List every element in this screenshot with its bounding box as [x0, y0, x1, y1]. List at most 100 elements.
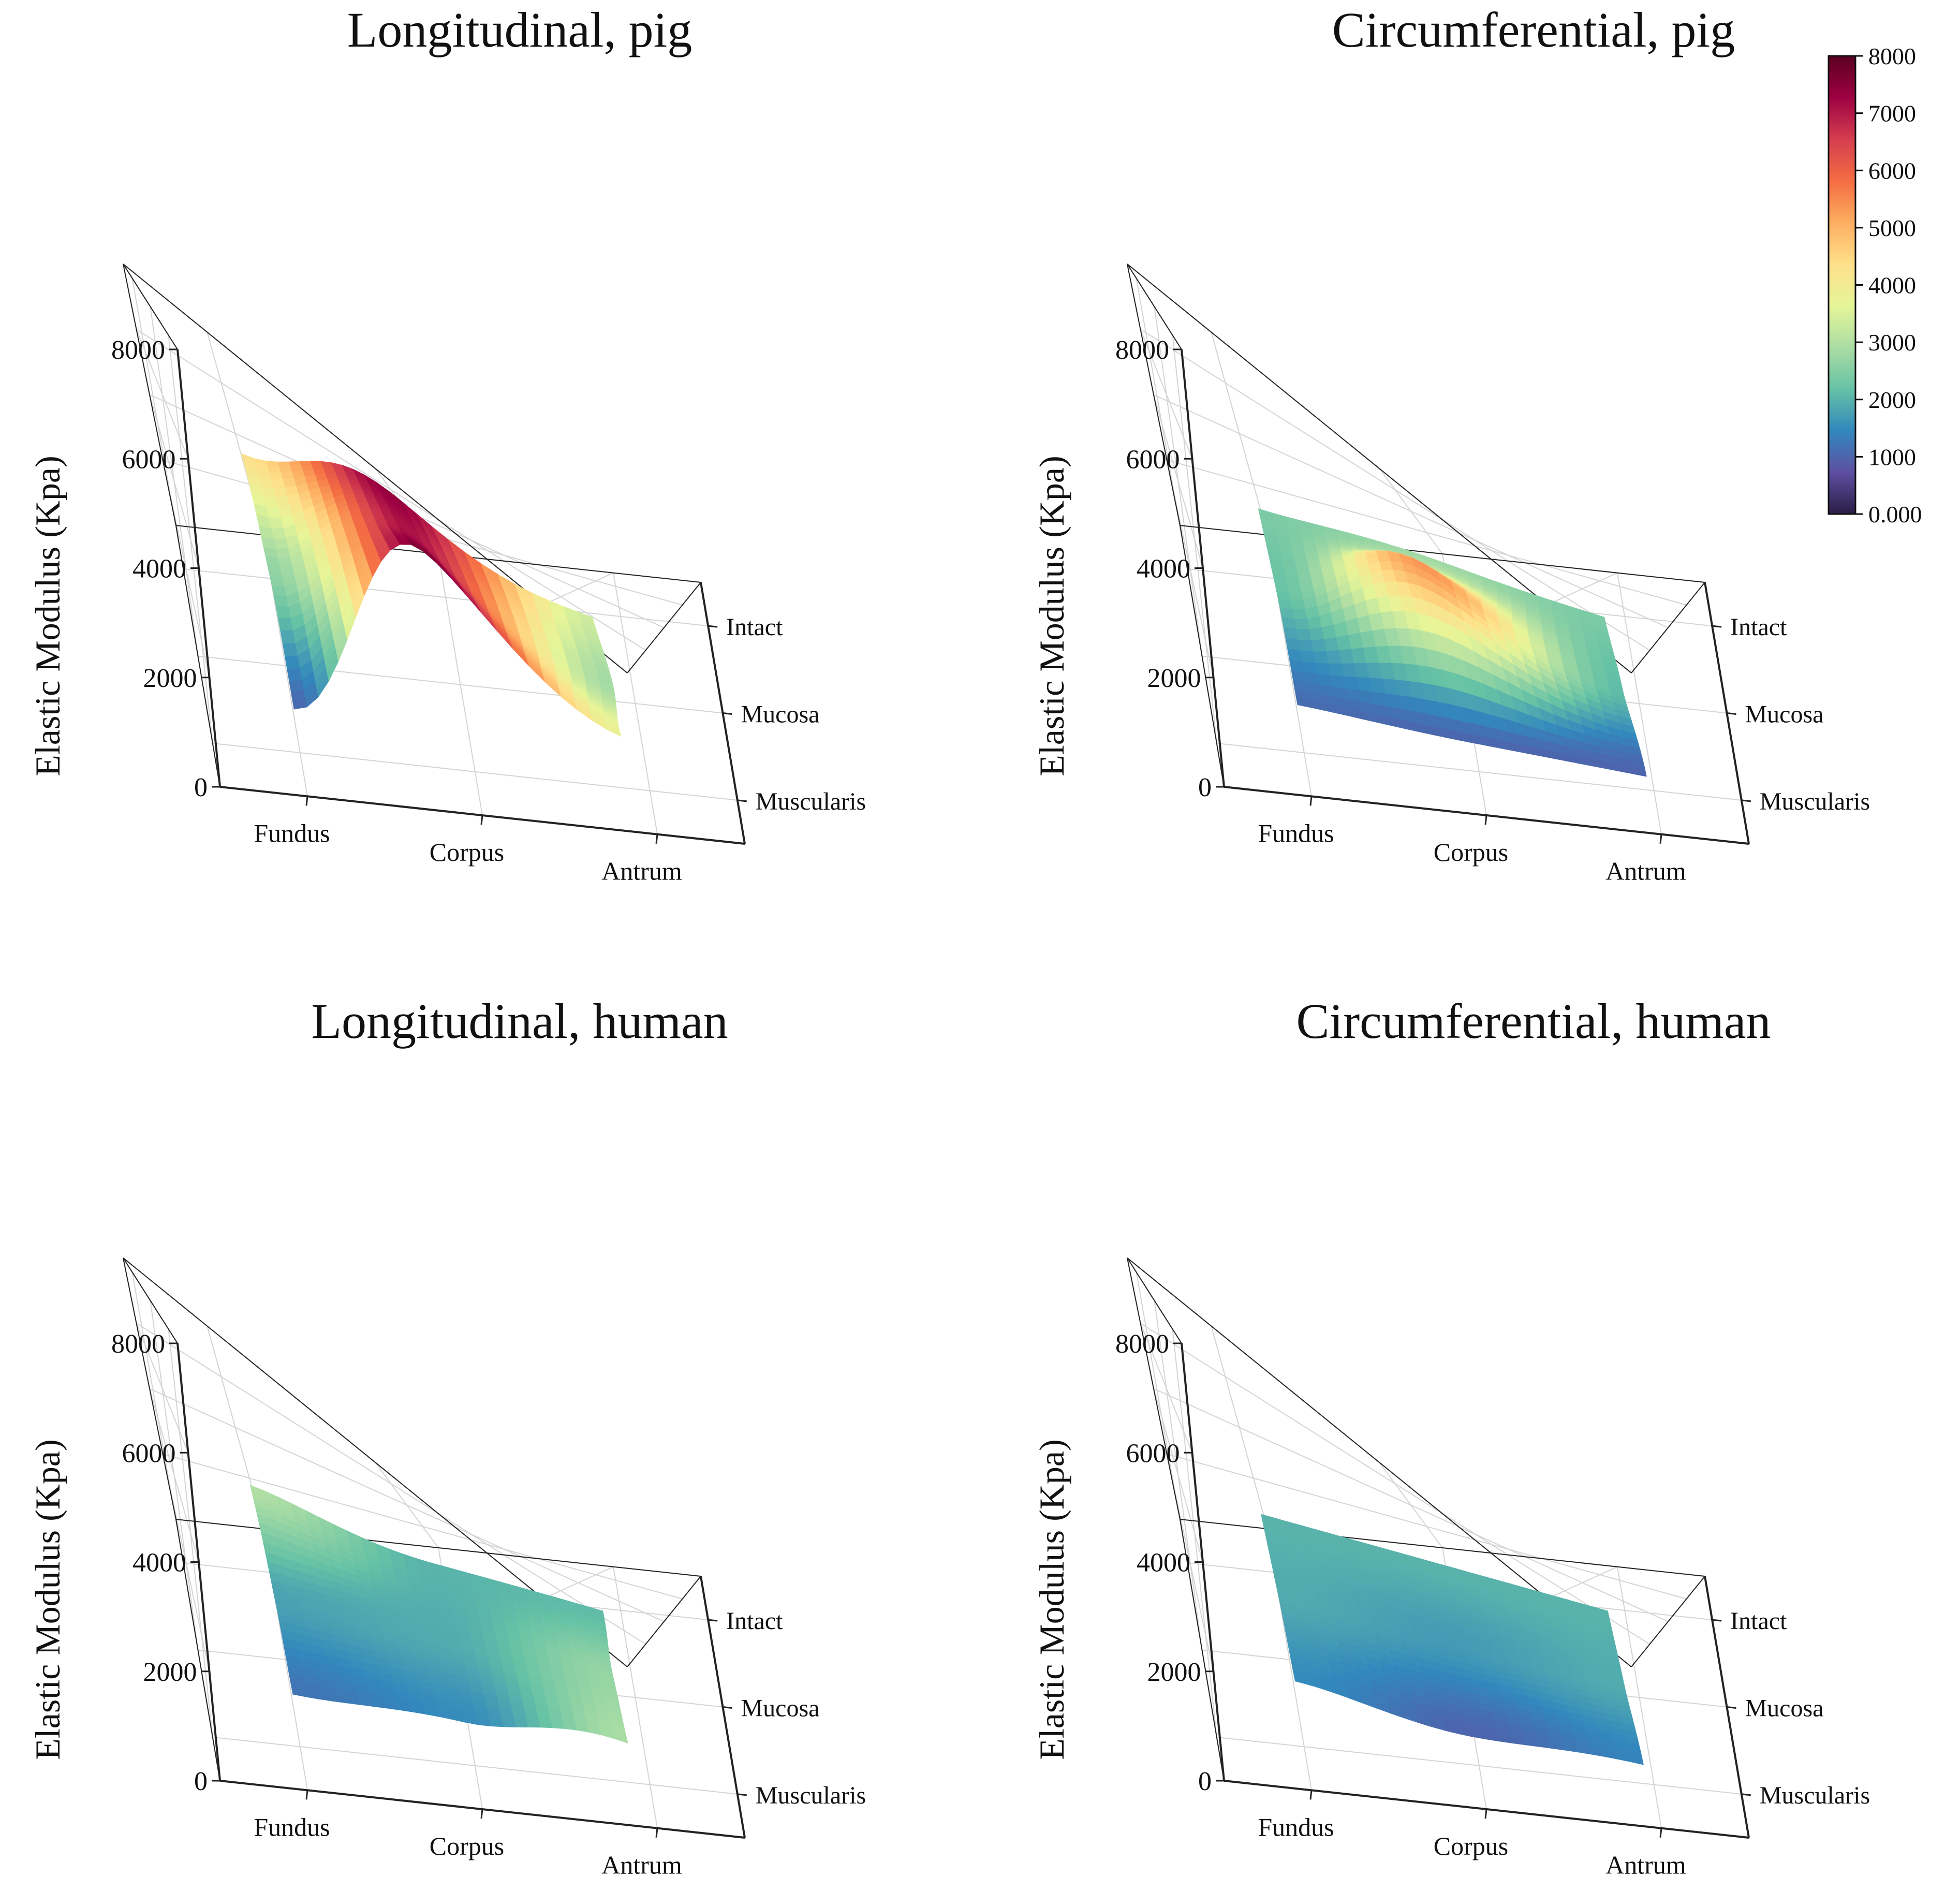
- surface-patch: [1303, 544, 1318, 550]
- x-tick-label: Antrum: [1605, 857, 1686, 886]
- z-axis-label: Elastic Modulus (Kpa): [1032, 456, 1071, 776]
- z-tick-label: 4000: [132, 554, 186, 584]
- z-axis-label: Elastic Modulus (Kpa): [28, 1439, 67, 1760]
- pane-edge: [123, 1257, 176, 1520]
- panel-circumferential-pig: Circumferential, pig 0 2000 4000 6000 8000 Fu…: [1032, 2, 1870, 886]
- x-tick-label: Fundus: [1258, 1812, 1334, 1841]
- gridline: [168, 1329, 213, 1737]
- gridline: [1216, 1736, 1742, 1795]
- z-tick-label: 4000: [132, 1548, 186, 1578]
- y-tick: [737, 799, 747, 802]
- x-tick-label: Corpus: [430, 838, 504, 867]
- x-tick: [1484, 815, 1487, 825]
- x-tick: [305, 1790, 308, 1800]
- pane-edge: [1180, 1519, 1225, 1781]
- y-tick-label: Mucosa: [1745, 1695, 1824, 1722]
- surface: [1258, 508, 1647, 777]
- gridline: [150, 306, 199, 656]
- surface-patch: [510, 1703, 525, 1710]
- z-tick-label: 2000: [1147, 664, 1201, 693]
- z-tick-label: 8000: [111, 335, 165, 365]
- surface-patch: [513, 1714, 528, 1722]
- x-tick-label: Antrum: [601, 1851, 682, 1880]
- gridline: [375, 1462, 439, 1548]
- y-tick-label: Intact: [726, 1607, 783, 1635]
- surface-patch: [526, 1721, 541, 1728]
- gridline: [1379, 1462, 1443, 1548]
- gridline: [212, 742, 738, 801]
- x-tick: [655, 1828, 658, 1838]
- surface-patch: [551, 1722, 565, 1729]
- gridline: [1547, 572, 1618, 606]
- y-tick-label: Muscularis: [756, 788, 866, 815]
- surface-patch: [1298, 639, 1315, 652]
- panel-title: Circumferential, human: [1296, 993, 1771, 1049]
- surface-patch: [500, 1714, 515, 1722]
- surface-patch: [1377, 555, 1392, 563]
- colorbar-tick-label: 6000: [1868, 157, 1916, 184]
- surface-patch: [312, 464, 325, 471]
- z-tick-label: 6000: [122, 1439, 176, 1468]
- gridline: [1216, 742, 1742, 801]
- surface-patch: [1281, 559, 1296, 566]
- surface-patch: [285, 655, 301, 670]
- gridline: [1172, 1329, 1217, 1737]
- z-tick-label: 6000: [1126, 445, 1180, 474]
- pane-edge: [175, 525, 220, 787]
- surface-patch: [287, 668, 303, 682]
- y-tick: [1741, 799, 1751, 802]
- x-tick: [1309, 1790, 1313, 1800]
- surface-patch: [1631, 767, 1647, 777]
- z-tick-label: 6000: [122, 445, 176, 474]
- surface-patch: [1280, 552, 1295, 560]
- surface-patch: [1328, 546, 1342, 550]
- z-axis-label: Elastic Modulus (Kpa): [1032, 1439, 1071, 1760]
- gridline: [1154, 1300, 1203, 1650]
- surface-patch: [271, 585, 287, 597]
- z-tick-label: 2000: [143, 664, 197, 693]
- panel-longitudinal-human: Longitudinal, human 0 2000 4000 6000 8000 Fun…: [28, 993, 866, 1880]
- colorbar-tick-label: 8000: [1868, 43, 1916, 69]
- z-tick-label: 2000: [143, 1658, 197, 1687]
- surface: [1260, 1514, 1644, 1765]
- surface-patch: [1283, 564, 1298, 571]
- y-tick: [737, 1793, 747, 1796]
- y-tick: [1712, 1619, 1722, 1622]
- surface-patch: [1284, 570, 1299, 577]
- surface: [249, 1485, 628, 1744]
- y-tick: [708, 625, 718, 628]
- gridline: [1154, 306, 1203, 656]
- z-tick-label: 2000: [1147, 1658, 1201, 1687]
- y-tick-label: Intact: [1730, 613, 1787, 641]
- colorbar-tick-label: 3000: [1868, 329, 1916, 356]
- colorbar-tick-label: 0.000: [1868, 501, 1922, 527]
- z-tick-label: 8000: [1115, 335, 1169, 365]
- y-tick: [1741, 1793, 1751, 1796]
- surface-patch: [1296, 629, 1313, 641]
- y-tick: [708, 1619, 718, 1622]
- panel-longitudinal-pig: Longitudinal, pig 0 2000 4000 6000 8000 Fundu…: [28, 2, 866, 886]
- pane-edge: [1127, 263, 1181, 526]
- surface-patch: [514, 1721, 529, 1728]
- pane-edge: [1127, 263, 1182, 350]
- surface-patch: [499, 1708, 514, 1716]
- z-tick-label: 0: [1198, 1767, 1212, 1796]
- z-tick-label: 0: [194, 773, 208, 802]
- pane-edge: [175, 1519, 220, 1781]
- z-tick-label: 4000: [1137, 554, 1190, 584]
- z-axis-label: Elastic Modulus (Kpa): [28, 456, 67, 776]
- x-tick: [1659, 834, 1662, 844]
- surface-patch: [282, 643, 299, 657]
- x-tick-label: Corpus: [1434, 1831, 1508, 1860]
- pane-edge: [123, 1257, 178, 1344]
- y-tick-label: Mucosa: [741, 1695, 820, 1722]
- pane-edge: [1180, 525, 1225, 787]
- gridline: [168, 335, 213, 743]
- x-tick: [1484, 1809, 1487, 1819]
- surface-patch: [1628, 1755, 1644, 1765]
- surface-patch: [489, 1720, 504, 1727]
- x-tick-label: Fundus: [254, 1812, 330, 1841]
- surface-patch: [523, 1703, 537, 1711]
- pane-edge: [123, 263, 176, 526]
- x-tick: [1309, 796, 1313, 806]
